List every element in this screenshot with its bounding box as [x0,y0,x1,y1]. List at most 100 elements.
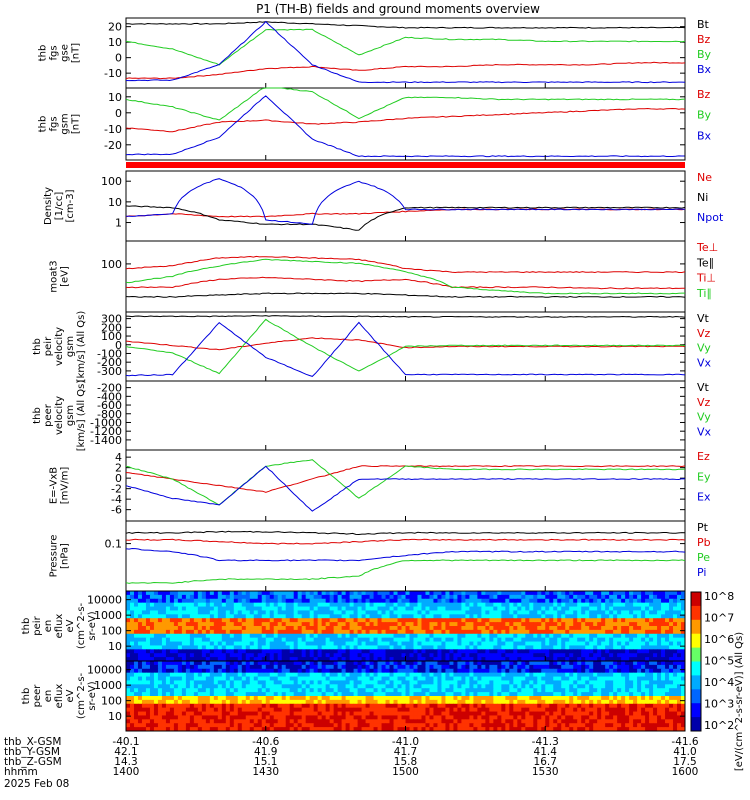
spectrogram-cell [217,699,223,705]
spectrogram-cell [413,680,418,685]
spectrogram-cell [301,602,307,608]
spectrogram-cell [605,672,610,678]
spectrogram-cell [657,684,662,689]
spectrogram-cell [585,703,590,709]
spectrogram-cell [625,594,630,600]
spectrogram-cell [557,598,562,604]
panel-ylabel: en [43,620,54,633]
spectrogram-cell [401,626,406,631]
spectrogram-cell [161,614,167,619]
spectrogram-cell [601,692,606,697]
spectrogram-cell [565,668,570,674]
spectrogram-cell [437,622,442,627]
spectrogram-cell [501,664,506,670]
spectrogram-cell [405,637,410,643]
spectrogram-cell [517,715,522,720]
spectrogram-cell [169,591,175,596]
spectrogram-cell [145,610,151,615]
spectrogram-cell [625,657,630,662]
spectrogram-cell [345,688,351,693]
spectrogram-cell [177,707,183,713]
spectrogram-cell [453,614,458,619]
spectrogram-cell [309,664,315,670]
spectrogram-cell [581,591,586,596]
spectrogram-cell [277,622,283,627]
spectrogram-cell [261,680,267,685]
spectrogram-cell [285,591,291,596]
spectrogram-cell [589,661,594,666]
spectrogram-cell [649,626,654,631]
spectrogram-cell [417,676,422,681]
spectrogram-cell [141,598,147,604]
spectrogram-cell [177,676,183,681]
spectrogram-cell [681,626,686,631]
spectrogram-cell [353,637,359,643]
spectrogram-cell [289,614,295,619]
spectrogram-cell [609,707,614,713]
spectrogram-cell [569,645,574,650]
spectrogram-cell [205,703,211,709]
spectrogram-cell [417,637,422,643]
spectrogram-cell [149,699,155,705]
spectrogram-cell [605,657,610,662]
spectrogram-cell [177,672,183,678]
spectrogram-cell [677,629,682,635]
spectrogram-cell [641,591,646,596]
spectrogram-cell [373,633,379,639]
spectrogram-cell [473,594,478,600]
spectrogram-cell [545,594,550,600]
spectrogram-cell [681,680,686,685]
spectrogram-cell [605,684,610,689]
spectrogram-cell [501,692,506,697]
spectrogram-cell [533,591,538,596]
spectrogram-cell [613,606,618,611]
spectrogram-cell [557,707,562,713]
spectrogram-cell [617,633,622,639]
spectrogram-cell [601,676,606,681]
spectrogram-cell [517,688,522,693]
spectrogram-cell [165,684,171,689]
spectrogram-cell [429,641,434,646]
spectrogram-cell [137,602,143,608]
spectrogram-cell [545,641,550,646]
spectrogram-cell [425,661,430,666]
spectrogram-cell [513,641,518,646]
spectrogram-cell [269,618,275,623]
spectrogram-cell [505,672,510,678]
spectrogram-cell [489,661,494,666]
spectrogram-cell [501,711,506,716]
spectrogram-cell [593,684,598,689]
spectrogram-cell [437,618,442,623]
spectrogram-cell [325,684,331,689]
spectrogram-cell [449,591,454,596]
spectrogram-cell [561,629,566,635]
spectrogram-cell [137,707,143,713]
spectrogram-cell [189,610,195,615]
spectrogram-cell [229,614,235,619]
spectrogram-cell [425,610,430,615]
spectrogram-cell [589,664,594,670]
spectrogram-cell [297,692,303,697]
spectrogram-cell [677,696,682,701]
spectrogram-cell [541,633,546,639]
spectrogram-cell [633,645,638,650]
spectrogram-cell [565,610,570,615]
spectrogram-cell [329,622,335,627]
spectrogram-cell [145,637,151,643]
spectrogram-cell [141,594,147,600]
spectrogram-cell [657,653,662,658]
spectrogram-cell [597,598,602,604]
spectrogram-cell [345,699,351,705]
spectrogram-cell [605,614,610,619]
spectrogram-cell [201,591,207,596]
spectrogram-cell [409,610,414,615]
series-pressure-Pb [125,538,686,545]
spectrogram-cell [641,614,646,619]
spectrogram-cell [341,606,347,611]
spectrogram-cell [437,629,442,635]
spectrogram-cell [521,719,526,724]
spectrogram-cell [401,696,406,701]
spectrogram-cell [213,676,219,681]
spectrogram-cell [429,707,434,713]
spectrogram-cell [629,684,634,689]
